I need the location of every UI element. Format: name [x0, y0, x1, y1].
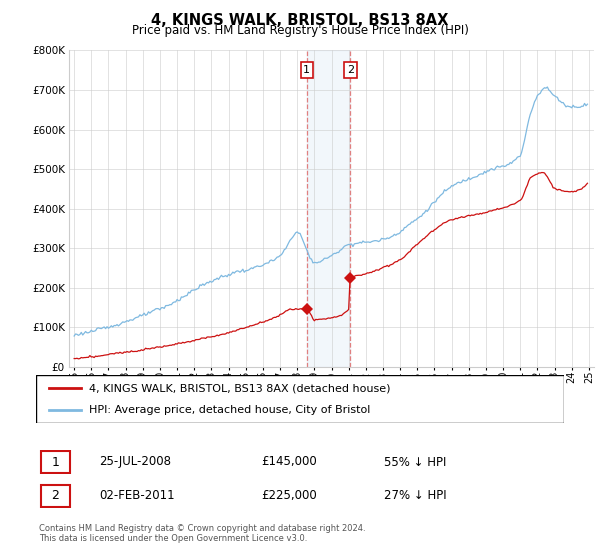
Text: 25-JUL-2008: 25-JUL-2008: [99, 455, 171, 469]
Text: 1: 1: [52, 455, 59, 469]
Text: 27% ↓ HPI: 27% ↓ HPI: [384, 489, 446, 502]
Text: 2: 2: [52, 489, 59, 502]
Text: 4, KINGS WALK, BRISTOL, BS13 8AX: 4, KINGS WALK, BRISTOL, BS13 8AX: [151, 13, 449, 28]
Text: 55% ↓ HPI: 55% ↓ HPI: [384, 455, 446, 469]
Text: HPI: Average price, detached house, City of Bristol: HPI: Average price, detached house, City…: [89, 405, 370, 415]
Text: 4, KINGS WALK, BRISTOL, BS13 8AX (detached house): 4, KINGS WALK, BRISTOL, BS13 8AX (detach…: [89, 383, 391, 393]
Text: Price paid vs. HM Land Registry's House Price Index (HPI): Price paid vs. HM Land Registry's House …: [131, 24, 469, 37]
Text: 2: 2: [347, 65, 354, 75]
Bar: [307, 50, 350, 367]
Text: Contains HM Land Registry data © Crown copyright and database right 2024.
This d: Contains HM Land Registry data © Crown c…: [39, 524, 365, 543]
Text: £225,000: £225,000: [261, 489, 317, 502]
Text: 1: 1: [303, 65, 310, 75]
Text: £145,000: £145,000: [261, 455, 317, 469]
Text: 02-FEB-2011: 02-FEB-2011: [99, 489, 175, 502]
